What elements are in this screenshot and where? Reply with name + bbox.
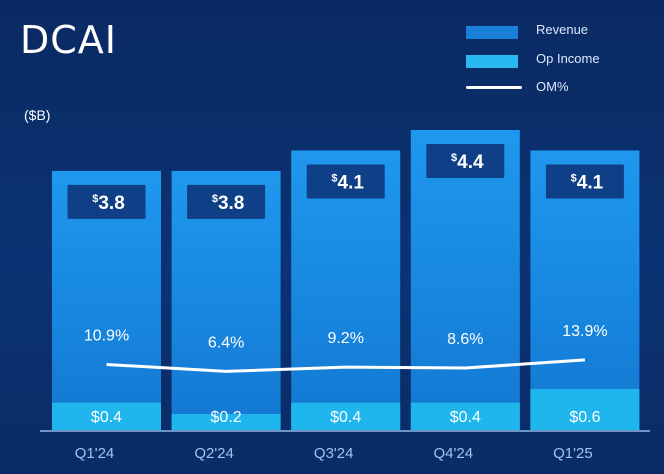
legend-item-revenue: Revenue — [466, 20, 664, 44]
op-income-value-label: $0.4 — [91, 409, 122, 426]
op-income-bar — [410, 402, 520, 430]
op-income-bar — [291, 402, 401, 430]
unit-label: ($B) — [24, 107, 51, 123]
revenue-label-box — [545, 164, 624, 199]
x-tick-label: Q1'24 — [75, 445, 115, 462]
op-income-bar — [171, 414, 281, 430]
x-tick-label: Q3'24 — [314, 445, 354, 462]
revenue-value-label: $4.1 — [331, 172, 364, 193]
om-percent-label: 13.9% — [562, 323, 607, 340]
revenue-value-label: $4.1 — [571, 172, 604, 193]
op-income-value-label: $0.4 — [450, 409, 481, 426]
om-percent-label: 6.4% — [208, 334, 244, 351]
x-tick-label: Q4'24 — [434, 445, 474, 462]
om-percent-label: 8.6% — [447, 331, 483, 348]
chart-title: DCAI — [20, 18, 117, 62]
op-income-value-label: $0.4 — [330, 409, 361, 426]
revenue-value-label: $3.8 — [92, 193, 125, 214]
x-tick-label: Q1'25 — [553, 445, 593, 462]
revenue-label-box — [306, 164, 385, 199]
om-percent-label: 10.9% — [84, 328, 129, 345]
om-percent-label: 9.2% — [327, 330, 363, 347]
revenue-value-label: $3.8 — [212, 193, 245, 214]
revenue-bar — [410, 130, 520, 430]
revenue-label-box — [187, 184, 266, 219]
legend-label-revenue: Revenue — [536, 22, 589, 37]
legend-label-om: OM% — [536, 79, 569, 94]
revenue-label-box — [426, 144, 505, 178]
om-percent-line — [106, 358, 586, 373]
op-income-value-label: $0.2 — [211, 409, 242, 426]
legend-swatch-revenue — [466, 26, 518, 39]
op-income-bar — [52, 402, 161, 430]
legend-line-om — [466, 86, 522, 89]
legend-swatch-op-income — [466, 55, 518, 68]
legend-label-op-income: Op Income — [536, 51, 600, 66]
op-income-value-label: $0.6 — [569, 409, 600, 426]
legend-item-op-income: Op Income — [466, 49, 664, 73]
op-income-bar — [530, 389, 640, 430]
legend-item-om: OM% — [466, 77, 664, 101]
revenue-value-label: $4.4 — [451, 152, 484, 173]
revenue-label-box — [67, 184, 146, 219]
x-tick-label: Q2'24 — [194, 445, 234, 462]
